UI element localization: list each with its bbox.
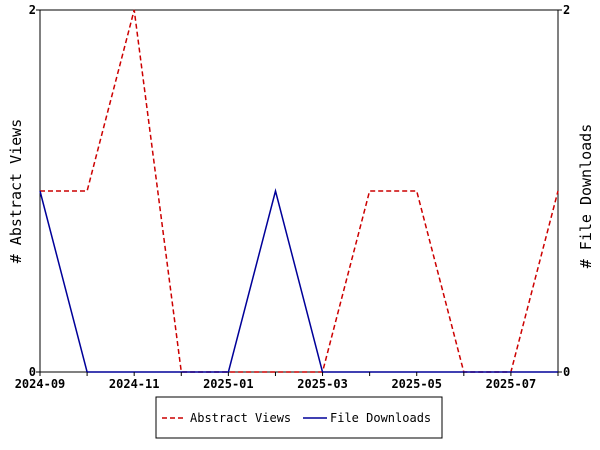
x-tick-label: 2025-05: [391, 377, 442, 391]
x-tick-label: 2025-07: [486, 377, 537, 391]
legend-label-abstract-views: Abstract Views: [190, 411, 291, 425]
y-right-tick-label: 2: [563, 3, 570, 17]
legend-box: [155, 396, 443, 439]
x-tick-label: 2025-01: [203, 377, 254, 391]
y-left-tick-label: 0: [29, 365, 36, 379]
x-tick-label: 2025-03: [297, 377, 348, 391]
y-right-tick-label: 0: [563, 365, 570, 379]
x-tick-label: 2024-09: [15, 377, 66, 391]
series-line-file-downloads: [39, 188, 558, 373]
plot-area: [39, 9, 559, 373]
series-line-abstract-views: [40, 9, 559, 373]
y-axis-left-title: # Abstract Views: [7, 119, 25, 264]
y-left-tick-label: 2: [29, 3, 36, 17]
legend: Abstract Views File Downloads: [155, 396, 443, 439]
legend-label-file-downloads: File Downloads: [330, 411, 431, 425]
x-tick-label: 2024-11: [109, 377, 160, 391]
y-axis-right-title: # File Downloads: [577, 124, 595, 269]
